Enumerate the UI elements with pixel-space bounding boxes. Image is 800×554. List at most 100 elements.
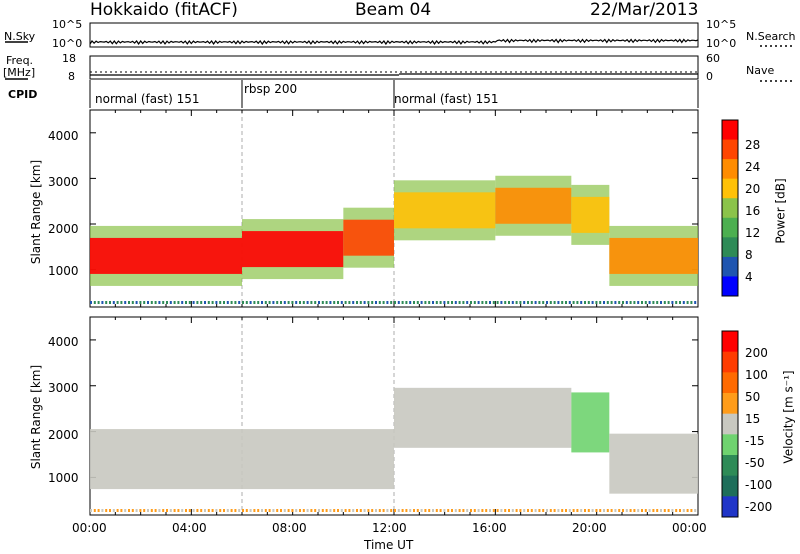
power-speckle xyxy=(458,301,461,304)
power-speckle xyxy=(462,301,465,304)
velocity-speckle xyxy=(492,509,495,512)
freq-tick-bottom: 8 xyxy=(68,70,75,83)
power-colorbar-swatch-2 xyxy=(722,159,738,180)
velocity-colorbar-swatch-6 xyxy=(722,455,738,477)
power-speckle xyxy=(397,301,400,304)
velocity-speckle xyxy=(690,509,693,512)
power-speckle xyxy=(572,301,575,304)
power-cbar-tick-28: 28 xyxy=(745,138,761,152)
velocity-speckle xyxy=(542,509,545,512)
velocity-speckle xyxy=(416,509,419,512)
velocity-speckle xyxy=(401,509,404,512)
power-speckle xyxy=(652,301,655,304)
velocity-colorbar-swatch-4 xyxy=(722,413,738,435)
power-speckle xyxy=(333,301,336,304)
power-speckle xyxy=(375,301,377,304)
power-speckle xyxy=(546,301,548,304)
nsearch-tick-bottom: 10^0 xyxy=(706,37,737,50)
power-speckle xyxy=(112,301,115,304)
power-speckle xyxy=(633,301,636,304)
nsky-tick-bottom: 10^0 xyxy=(52,37,83,50)
power-speckle xyxy=(310,301,313,304)
power-speckle xyxy=(363,301,366,304)
noise-sky-trace xyxy=(89,38,699,46)
power-speckle xyxy=(291,301,294,304)
xtick-0: 00:00 xyxy=(72,521,107,535)
velocity-speckle xyxy=(667,509,670,512)
power-speckle xyxy=(576,301,579,304)
velocity-speckle xyxy=(656,509,659,512)
velocity-speckle xyxy=(572,509,575,512)
velocity-speckle xyxy=(682,509,685,512)
power-speckle xyxy=(432,301,434,304)
velocity-speckle xyxy=(580,509,583,512)
nsearch-label: N.Search xyxy=(746,30,796,43)
velocity-speckle xyxy=(652,509,655,512)
velocity-speckle xyxy=(318,509,320,512)
power-echo-band-2 xyxy=(343,219,394,256)
power-speckle xyxy=(105,301,108,304)
power-echo-band-0 xyxy=(90,237,242,274)
velocity-speckle xyxy=(462,509,465,512)
power-speckle xyxy=(131,301,134,304)
velocity-speckle xyxy=(386,509,389,512)
power-speckle xyxy=(439,301,442,304)
velocity-speckle xyxy=(500,509,503,512)
velocity-speckle xyxy=(508,509,510,512)
power-speckle xyxy=(329,301,332,304)
power-speckle xyxy=(253,301,256,304)
velocity-speckle xyxy=(432,509,434,512)
power-speckle xyxy=(553,301,556,304)
power-speckle xyxy=(637,301,640,304)
power-speckle xyxy=(223,301,225,304)
power-speckle xyxy=(272,301,275,304)
power-speckle xyxy=(420,301,423,304)
velocity-speckle xyxy=(135,509,138,512)
velocity-speckle xyxy=(166,509,168,512)
power-speckle xyxy=(139,301,142,304)
velocity-speckle xyxy=(287,509,290,512)
velocity-speckle xyxy=(200,509,203,512)
power-speckle xyxy=(534,301,537,304)
velocity-speckle xyxy=(93,509,96,512)
cpid-segment-1: normal (fast) 151 xyxy=(95,92,200,106)
power-speckle xyxy=(249,301,252,304)
velocity-speckle xyxy=(226,509,229,512)
velocity-colorbar-swatch-0 xyxy=(722,331,738,353)
velocity-speckle xyxy=(105,509,108,512)
power-speckle xyxy=(610,301,613,304)
power-speckle xyxy=(508,301,510,304)
velocity-ytick-4000: 4000 xyxy=(48,335,79,349)
velocity-speckle xyxy=(249,509,252,512)
velocity-speckle xyxy=(530,509,533,512)
power-echo-band-1 xyxy=(242,231,344,268)
power-speckle xyxy=(264,301,267,304)
xaxis-title: Time UT xyxy=(364,538,414,552)
velocity-speckle xyxy=(162,509,165,512)
xtick-1: 04:00 xyxy=(172,521,207,535)
power-colorbar-swatch-7 xyxy=(722,256,738,277)
velocity-speckle xyxy=(196,509,199,512)
velocity-speckle xyxy=(242,509,244,512)
velocity-speckle xyxy=(112,509,115,512)
power-speckle xyxy=(283,301,286,304)
power-speckle xyxy=(584,301,586,304)
cpid-segment-2: rbsp 200 xyxy=(244,82,298,96)
power-speckle xyxy=(276,301,279,304)
power-speckle xyxy=(618,301,621,304)
power-speckle xyxy=(603,301,605,304)
power-speckle xyxy=(587,301,590,304)
xtick-6: 00:00 xyxy=(672,521,707,535)
velocity-echo-band-0 xyxy=(90,429,394,490)
velocity-speckle xyxy=(614,509,617,512)
power-speckle xyxy=(154,301,157,304)
power-speckle xyxy=(344,301,347,304)
power-speckle xyxy=(614,301,617,304)
power-speckle xyxy=(443,301,446,304)
power-speckle xyxy=(219,301,222,304)
power-speckle xyxy=(101,301,104,304)
velocity-speckle xyxy=(527,509,529,512)
power-speckle xyxy=(306,301,309,304)
velocity-speckle xyxy=(204,509,206,512)
velocity-speckle xyxy=(375,509,377,512)
